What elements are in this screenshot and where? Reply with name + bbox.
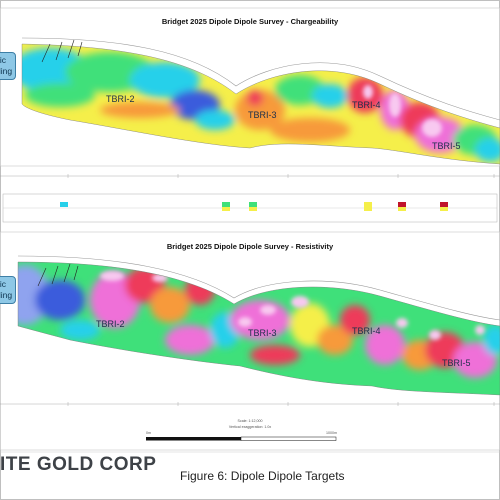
strip-marker-1 xyxy=(60,202,68,207)
side-label-line: lling xyxy=(0,290,13,300)
side-label-bottom: ric lling xyxy=(0,276,17,304)
resistivity-title: Bridget 2025 Dipole Dipole Survey - Resi… xyxy=(166,242,334,251)
side-label-line: ric xyxy=(0,55,6,65)
side-label-line: ric xyxy=(0,279,6,289)
side-label-line: lling xyxy=(0,66,13,76)
scale-bar xyxy=(146,436,337,441)
figure-caption: Figure 6: Dipole Dipole Targets xyxy=(180,469,345,483)
vertical-exaggeration-text: Vertical exaggeration: 1.0x xyxy=(228,425,272,429)
side-label-top: ric lling xyxy=(0,52,17,80)
chargeability-title: Bridget 2025 Dipole Dipole Survey - Char… xyxy=(161,17,339,26)
company-logo: ITE GOLD CORP xyxy=(0,454,157,475)
scale-text: Scale: 1:12,000 xyxy=(237,419,263,423)
